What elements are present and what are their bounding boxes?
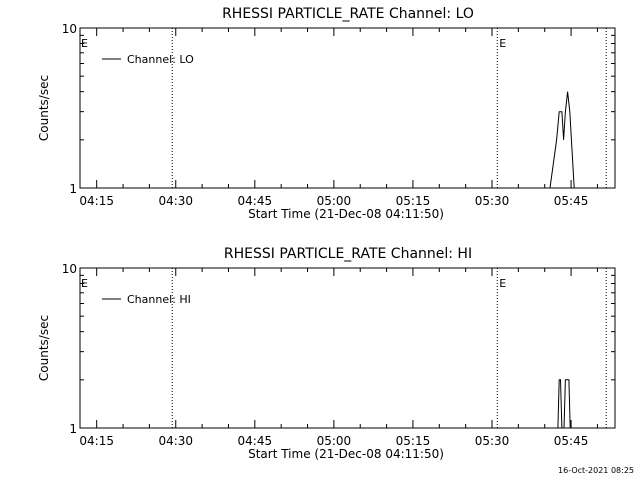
edge-marker-label: E [81, 277, 88, 290]
x-tick-label: 05:30 [475, 194, 510, 208]
y-tick-label: 10 [62, 22, 77, 36]
plot-frame [79, 267, 616, 429]
x-tick-label: 04:15 [79, 194, 114, 208]
x-tick-label: 04:45 [238, 434, 273, 448]
y-axis-label: Counts/sec [37, 75, 51, 141]
chart-title: RHESSI PARTICLE_RATE Channel: LO [222, 6, 474, 22]
series-line [549, 91, 575, 189]
x-tick-label: 04:30 [158, 194, 193, 208]
event-marker-label: E [499, 37, 506, 50]
y-tick-label: 1 [69, 422, 77, 436]
plot-frame [79, 27, 616, 189]
event-marker-label: E [499, 277, 506, 290]
x-tick-label: 05:30 [475, 434, 510, 448]
x-axis-label: Start Time (21-Dec-08 04:11:50) [248, 447, 444, 461]
y-axis-label: Counts/sec [37, 315, 51, 381]
legend-entry: Channel: HI [127, 293, 191, 306]
x-tick-label: 04:15 [79, 434, 114, 448]
x-tick-label: 05:45 [554, 194, 589, 208]
legend-entry: Channel: LO [127, 53, 194, 66]
hi-channel-plot: RHESSI PARTICLE_RATE Channel: HI 04:15 04:… [37, 246, 616, 461]
x-tick-label: 05:00 [317, 434, 352, 448]
x-tick-label: 05:15 [396, 434, 431, 448]
x-tick-label: 04:45 [238, 194, 273, 208]
y-tick-label: 10 [62, 262, 77, 276]
series-line [557, 379, 571, 429]
x-tick-label: 04:30 [158, 434, 193, 448]
x-tick-label: 05:00 [317, 194, 352, 208]
y-tick-label: 1 [69, 182, 77, 196]
x-tick-label: 05:45 [554, 434, 589, 448]
x-axis-label: Start Time (21-Dec-08 04:11:50) [248, 207, 444, 221]
generation-timestamp: 16-Oct-2021 08:25 [558, 466, 634, 475]
edge-marker-label: E [81, 37, 88, 50]
chart-title: RHESSI PARTICLE_RATE Channel: HI [224, 246, 472, 262]
lo-channel-plot: RHESSI PARTICLE_RATE Channel: LO 04:15 04:… [37, 6, 616, 221]
x-tick-label: 05:15 [396, 194, 431, 208]
